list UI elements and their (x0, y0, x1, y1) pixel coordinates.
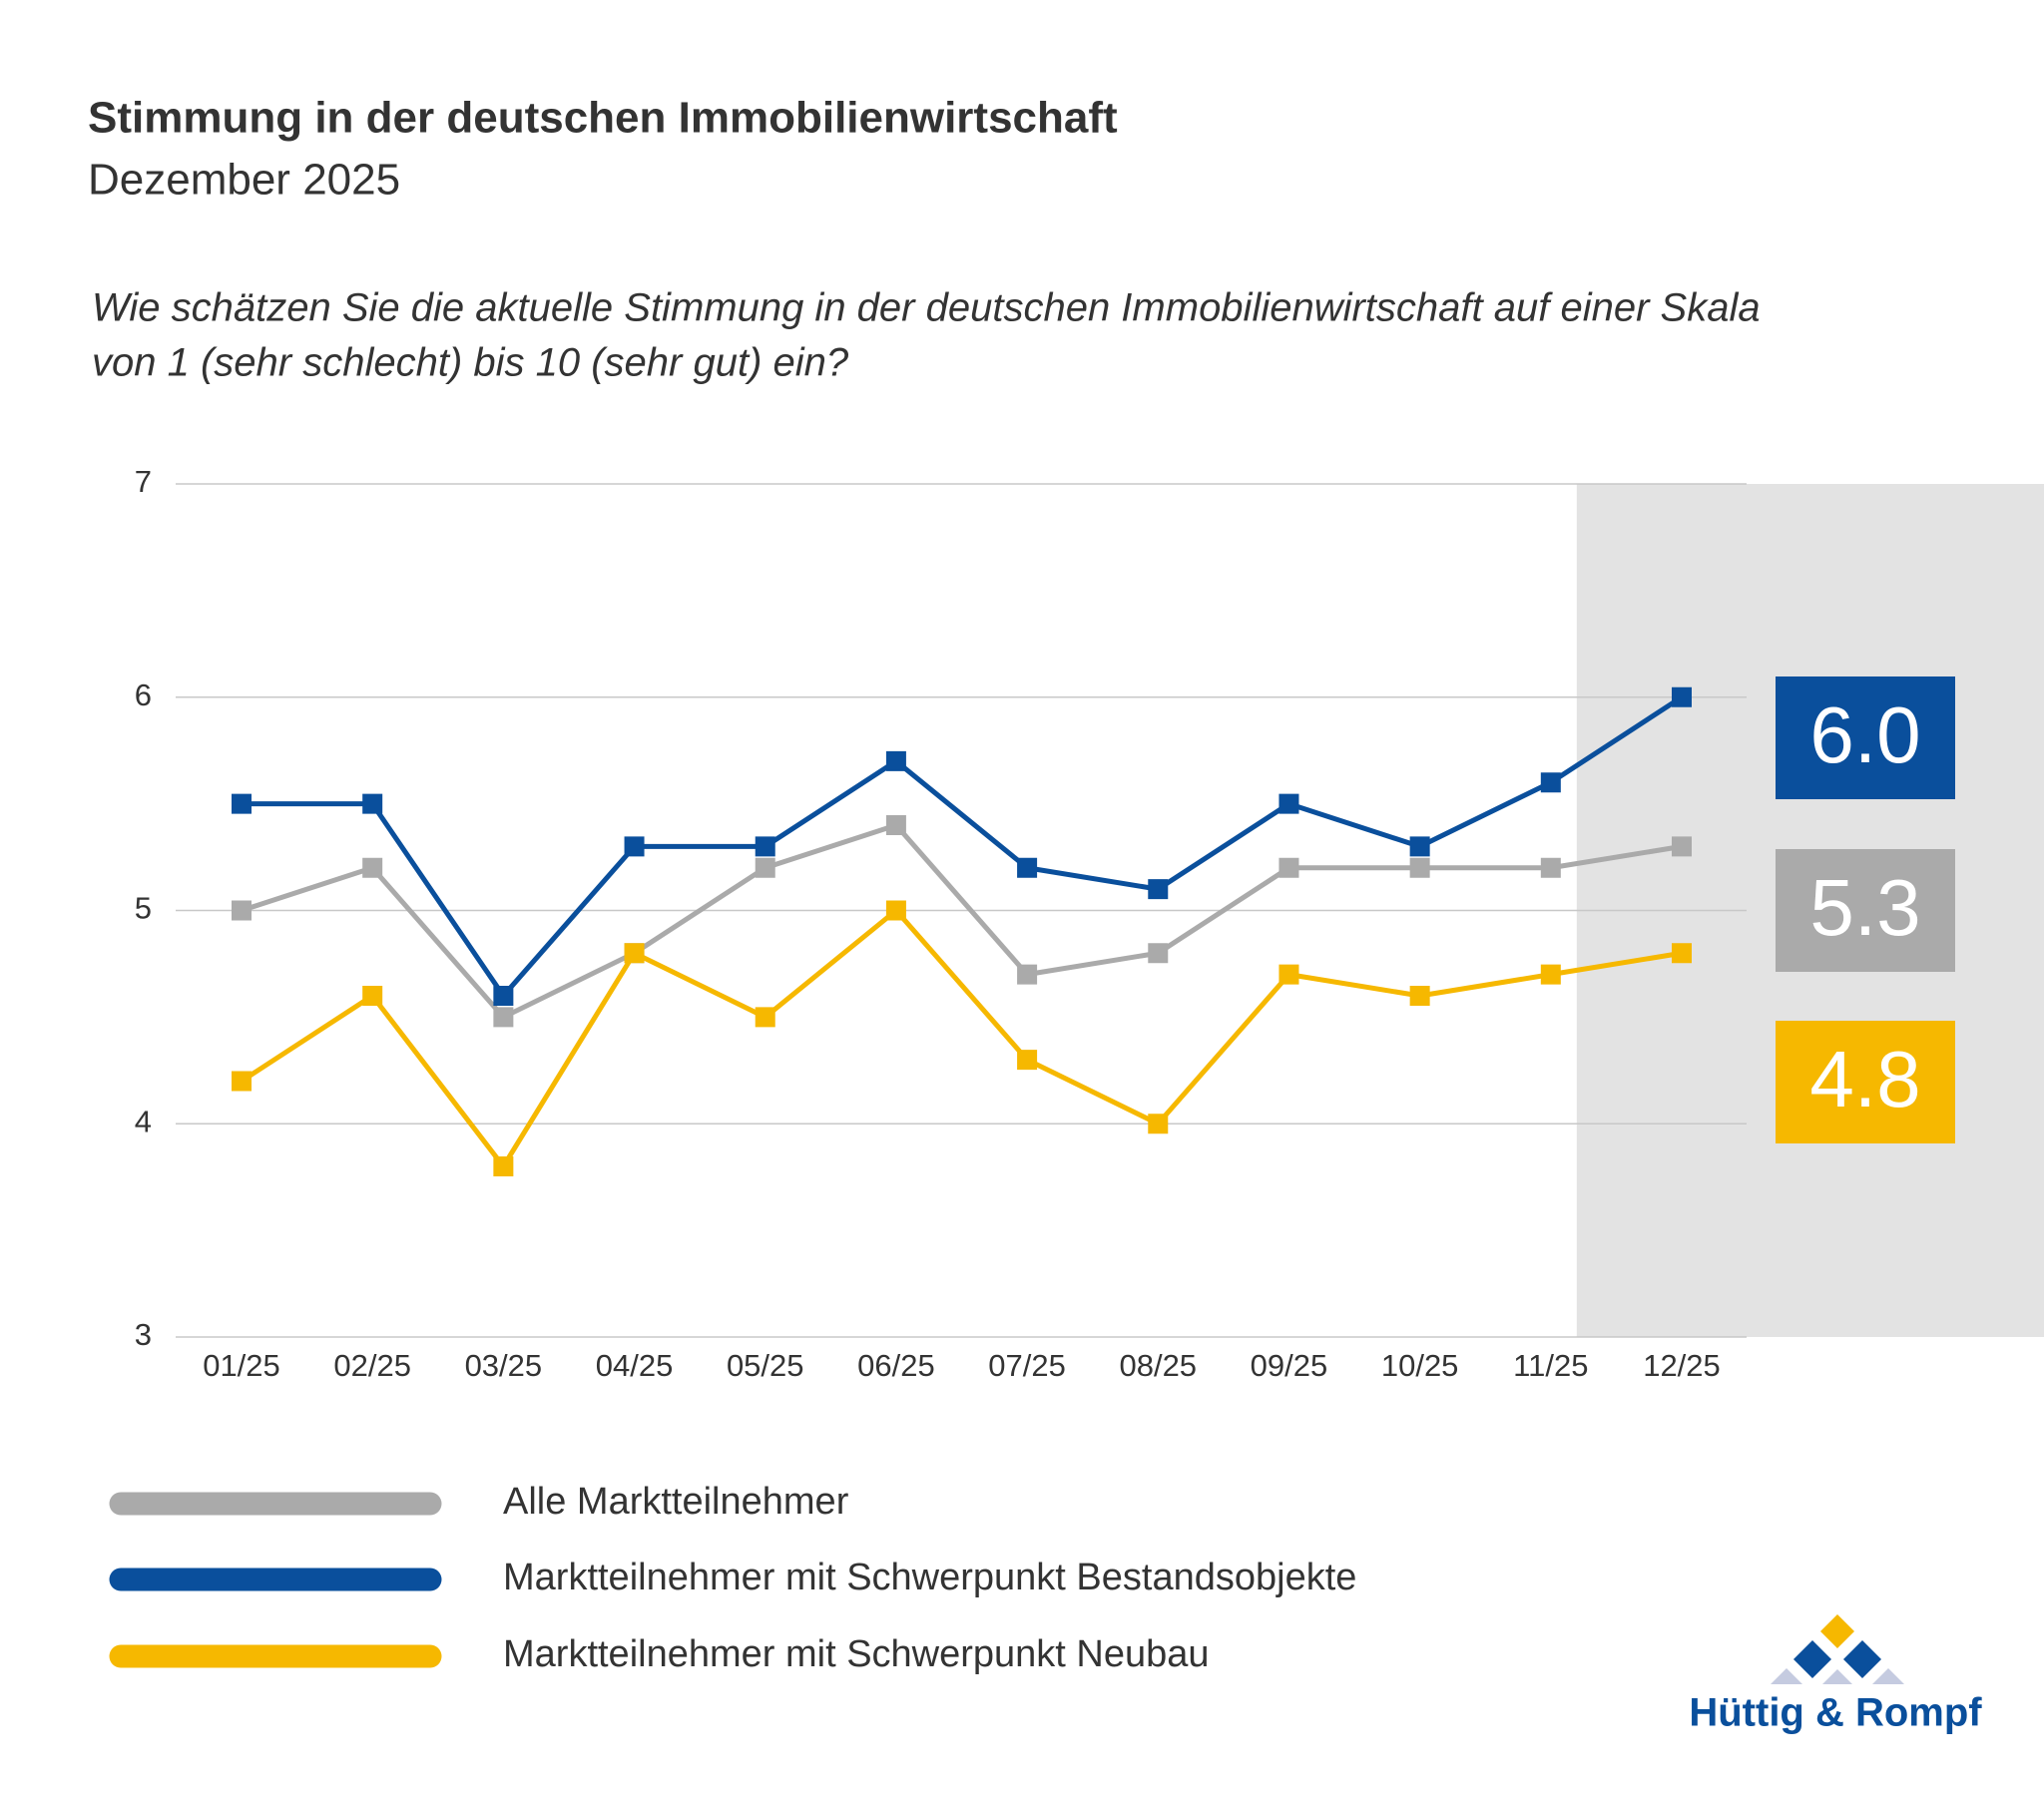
marker (1017, 1050, 1038, 1071)
logo: Hüttig & Rompf (1689, 1614, 1982, 1735)
marker (755, 1007, 775, 1028)
chart-subtitle: Dezember 2025 (88, 156, 400, 205)
marker (232, 900, 252, 921)
marker (1409, 986, 1430, 1006)
logo-diamond (1843, 1640, 1881, 1678)
logo-shape (1872, 1668, 1904, 1684)
marker (885, 815, 906, 835)
marker (232, 1071, 252, 1092)
x-tick-label: 10/25 (1381, 1348, 1459, 1383)
marker (1278, 964, 1299, 985)
x-tick-label: 01/25 (203, 1348, 280, 1383)
logo-shape (1822, 1669, 1852, 1684)
marker (1148, 879, 1169, 900)
marker (493, 986, 514, 1006)
value-box (1776, 676, 1955, 799)
chart-title: Stimmung in der deutschen Immobilienwirt… (88, 94, 1118, 143)
y-tick-label: 5 (135, 891, 152, 926)
marker (1017, 964, 1038, 985)
x-tick-label: 05/25 (727, 1348, 804, 1383)
marker (885, 900, 906, 921)
x-tick-label: 11/25 (1513, 1348, 1588, 1383)
marker (1540, 857, 1561, 878)
marker (1540, 772, 1561, 793)
x-tick-label: 06/25 (857, 1348, 935, 1383)
x-tick-label: 02/25 (333, 1348, 411, 1383)
question: von 1 (sehr schlecht) bis 10 (sehr gut) … (92, 341, 849, 385)
series-line (240, 908, 1683, 1169)
y-tick-label: 4 (135, 1104, 152, 1138)
marker (1409, 836, 1430, 857)
marker (493, 1156, 514, 1176)
logo-diamond (1820, 1614, 1854, 1648)
marker (362, 793, 383, 814)
value-label: 5.3 (1809, 863, 1920, 952)
marker (1672, 943, 1692, 964)
value-label: 6.0 (1809, 690, 1920, 779)
marker (624, 943, 645, 964)
x-tick-label: 09/25 (1251, 1348, 1328, 1383)
marker (1148, 943, 1169, 964)
x-tick-label: 12/25 (1643, 1348, 1721, 1383)
marker (232, 793, 252, 814)
y-tick-label: 7 (135, 464, 152, 499)
value-box (1776, 849, 1955, 972)
series-line (242, 694, 1684, 999)
series-line (241, 822, 1683, 1020)
x-tick-label: 08/25 (1119, 1348, 1197, 1383)
legend-label: Marktteilnehmer mit Schwerpunkt Bestands… (503, 1557, 1356, 1598)
marker (493, 1007, 514, 1028)
marker (1148, 1114, 1169, 1134)
question: Wie schätzen Sie die aktuelle Stimmung i… (92, 286, 1761, 330)
marker (1278, 793, 1299, 814)
y-tick-label: 3 (135, 1317, 152, 1352)
marker (755, 857, 775, 878)
value-box (1776, 1021, 1955, 1143)
marker (1409, 857, 1430, 878)
x-tick-label: 04/25 (596, 1348, 674, 1383)
logo-shape (1771, 1668, 1802, 1684)
marker (624, 836, 645, 857)
marker (885, 750, 906, 771)
legend-label: Alle Marktteilnehmer (503, 1481, 849, 1523)
y-tick-label: 6 (135, 677, 152, 712)
marker (1017, 857, 1038, 878)
marker (755, 836, 775, 857)
logo-diamond (1793, 1640, 1831, 1678)
value-label: 4.8 (1809, 1035, 1920, 1123)
x-tick-label: 07/25 (988, 1348, 1066, 1383)
legend-label: Marktteilnehmer mit Schwerpunkt Neubau (503, 1633, 1210, 1675)
marker (1672, 686, 1692, 707)
marker (1540, 964, 1561, 985)
logo-text: Hüttig & Rompf (1689, 1691, 1982, 1735)
x-tick-label: 03/25 (465, 1348, 543, 1383)
marker (1672, 836, 1692, 857)
marker (362, 857, 383, 878)
marker (1278, 857, 1299, 878)
marker (362, 986, 383, 1006)
